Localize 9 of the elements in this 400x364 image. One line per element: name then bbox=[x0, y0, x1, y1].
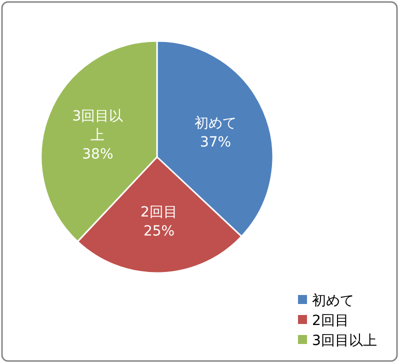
slice-label: 初めて bbox=[194, 116, 237, 132]
data-label: 37% bbox=[200, 134, 232, 151]
slice-label: 3回目以上 bbox=[72, 108, 124, 144]
legend-label: 2回目 bbox=[312, 312, 349, 329]
legend-label: 初めて bbox=[312, 292, 354, 309]
slice-label: 2回目 bbox=[140, 204, 178, 221]
data-label: 38% bbox=[82, 146, 114, 162]
legend-label: 3回目以上 bbox=[312, 332, 377, 349]
data-label: 25% bbox=[143, 224, 175, 240]
